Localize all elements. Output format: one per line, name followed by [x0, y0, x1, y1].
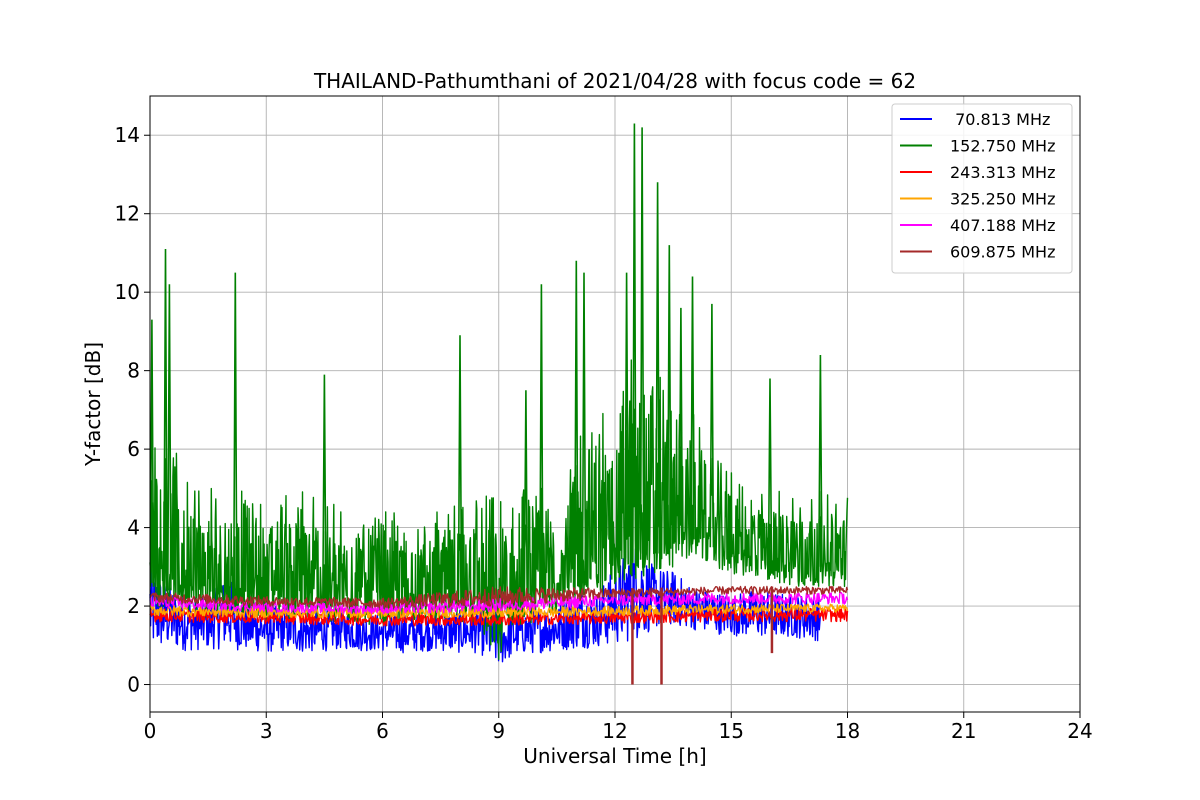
y-tick-label: 10 — [115, 280, 140, 304]
series-peak — [666, 245, 672, 549]
x-tick-label: 6 — [376, 719, 389, 743]
series-peak — [767, 378, 773, 563]
legend-label: 609.875 MHz — [950, 243, 1055, 262]
x-tick-label: 21 — [951, 719, 976, 743]
series-peak — [163, 248, 168, 590]
x-tick-label: 18 — [835, 719, 860, 743]
x-tick-label: 9 — [492, 719, 505, 743]
chart-title: THAILAND-Pathumthani of 2021/04/28 with … — [313, 69, 916, 93]
series-6 — [149, 585, 849, 685]
series-line — [149, 591, 849, 615]
legend-label: 325.250 MHz — [950, 190, 1055, 209]
y-tick-label: 14 — [115, 123, 140, 147]
plot-area — [149, 123, 849, 685]
series-peak — [457, 335, 463, 603]
legend-label: 243.313 MHz — [950, 163, 1055, 182]
series-peak — [818, 354, 823, 567]
series-line — [149, 603, 849, 619]
series-5 — [149, 591, 849, 615]
x-tick-label: 12 — [602, 719, 627, 743]
y-tick-label: 2 — [127, 594, 140, 618]
y-tick-label: 12 — [115, 202, 140, 226]
series-3 — [149, 607, 849, 627]
y-tick-label: 6 — [127, 437, 140, 461]
y-tick-label: 4 — [127, 516, 140, 540]
series-line — [149, 359, 849, 660]
x-axis-label: Universal Time [h] — [523, 744, 706, 768]
x-tick-label: 0 — [144, 719, 157, 743]
series-peak — [690, 276, 695, 540]
series-peak — [322, 374, 327, 603]
series-peak — [149, 319, 155, 587]
y-tick-label: 0 — [127, 673, 140, 697]
x-tick-label: 24 — [1067, 719, 1092, 743]
series-peak — [523, 390, 529, 605]
series-peak — [655, 182, 660, 554]
series-line — [149, 585, 849, 609]
legend-box — [891, 103, 1073, 274]
series-peak — [624, 272, 629, 565]
y-tick-label: 8 — [127, 359, 140, 383]
legend-label: 152.750 MHz — [950, 137, 1055, 156]
series-peak — [678, 307, 684, 545]
series-2 — [149, 123, 849, 660]
y-axis-label: Y-factor [dB] — [81, 342, 105, 467]
series-peak — [581, 272, 587, 584]
x-tick-label: 3 — [260, 719, 273, 743]
series-peak — [539, 284, 544, 601]
series-line — [149, 607, 849, 627]
series-peak — [632, 123, 637, 563]
x-tick-label: 15 — [719, 719, 744, 743]
legend-label: 407.188 MHz — [950, 216, 1055, 235]
legend: 70.813 MHz 152.750 MHz 243.313 MHz 325.250 … — [891, 103, 1073, 274]
series-peak — [709, 303, 715, 548]
series-peak — [573, 260, 579, 587]
legend-label: 70.813 MHz — [950, 110, 1050, 129]
series-4 — [149, 603, 849, 619]
series-peak — [232, 272, 238, 599]
series-peak — [167, 284, 172, 591]
series-peak — [639, 127, 645, 560]
grid — [149, 96, 1081, 712]
